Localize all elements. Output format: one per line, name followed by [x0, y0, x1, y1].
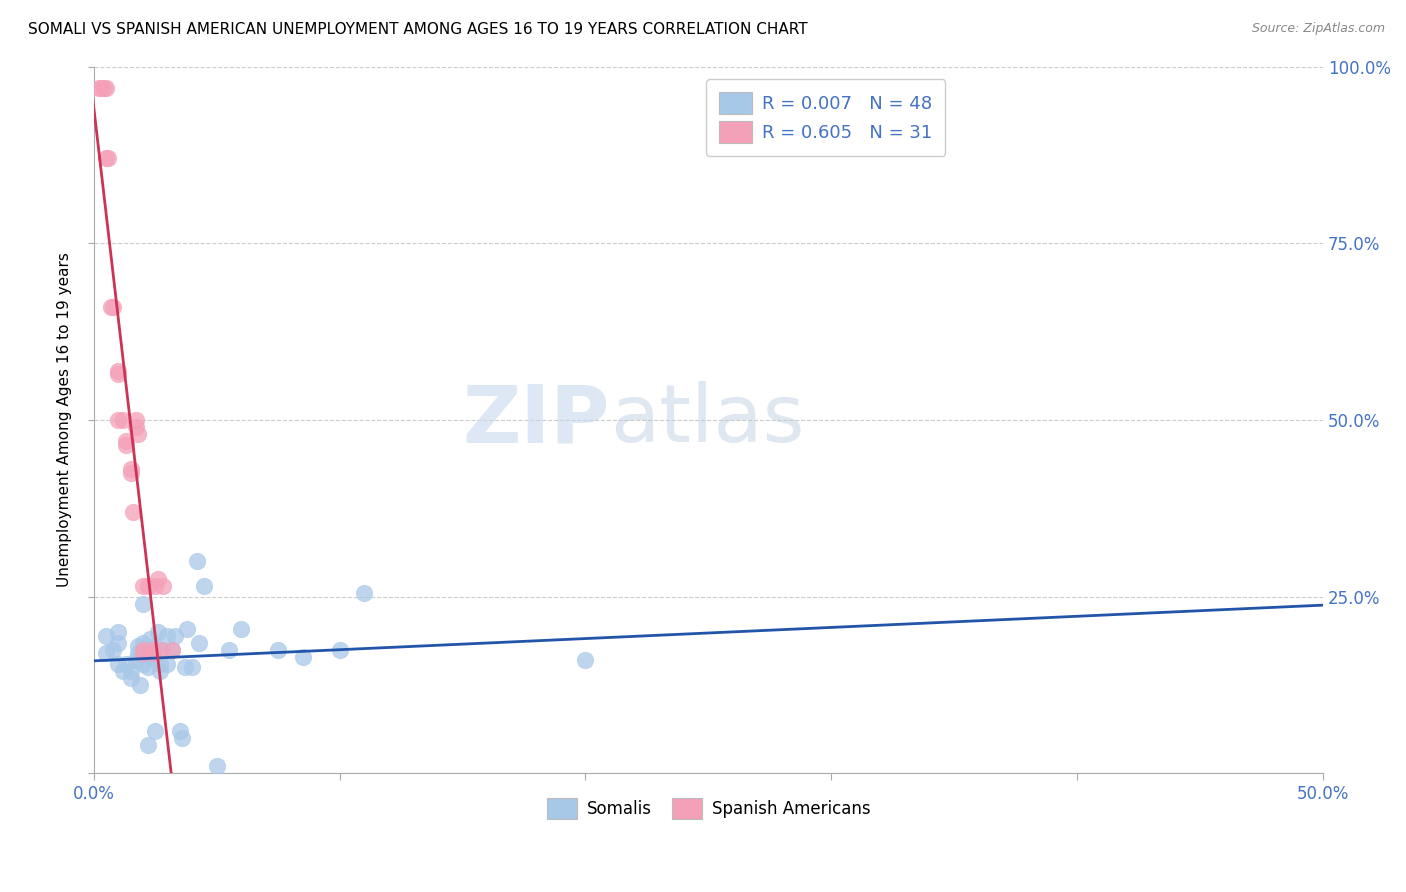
Point	[87, 80, 110, 95]
Point	[124, 653, 146, 667]
Point	[107, 625, 129, 640]
Point	[143, 724, 166, 739]
Point	[112, 664, 135, 678]
Point	[112, 413, 135, 427]
Point	[120, 671, 142, 685]
Point	[143, 639, 166, 653]
Point	[127, 639, 149, 653]
Point	[172, 731, 194, 745]
Point	[162, 642, 184, 657]
Point	[114, 657, 136, 671]
Point	[205, 759, 228, 773]
Point	[132, 646, 155, 660]
Point	[120, 664, 142, 678]
Y-axis label: Unemployment Among Ages 16 to 19 years: Unemployment Among Ages 16 to 19 years	[58, 252, 72, 588]
Point	[291, 649, 314, 664]
Legend: Somalis, Spanish Americans: Somalis, Spanish Americans	[540, 791, 877, 825]
Point	[176, 622, 198, 636]
Point	[152, 579, 174, 593]
Point	[218, 642, 240, 657]
Point	[132, 579, 155, 593]
Point	[127, 427, 149, 442]
Point	[574, 653, 596, 667]
Point	[136, 579, 159, 593]
Point	[188, 635, 211, 649]
Point	[169, 724, 191, 739]
Point	[173, 660, 195, 674]
Point	[156, 657, 179, 671]
Point	[132, 597, 155, 611]
Point	[94, 152, 117, 166]
Point	[231, 622, 253, 636]
Point	[186, 554, 208, 568]
Point	[329, 642, 352, 657]
Point	[93, 80, 115, 95]
Point	[90, 80, 112, 95]
Point	[132, 642, 155, 657]
Point	[163, 629, 186, 643]
Point	[107, 367, 129, 381]
Point	[120, 462, 142, 476]
Point	[353, 586, 375, 600]
Point	[139, 649, 162, 664]
Point	[107, 635, 129, 649]
Text: ZIP: ZIP	[463, 381, 610, 459]
Point	[120, 466, 142, 480]
Point	[122, 505, 145, 519]
Point	[124, 420, 146, 434]
Point	[132, 646, 155, 660]
Point	[94, 80, 117, 95]
Point	[107, 363, 129, 377]
Point	[181, 660, 204, 674]
Point	[142, 646, 165, 660]
Point	[146, 572, 169, 586]
Point	[100, 300, 122, 314]
Point	[149, 664, 172, 678]
Point	[129, 678, 152, 692]
Point	[132, 657, 155, 671]
Point	[193, 579, 215, 593]
Point	[136, 660, 159, 674]
Point	[156, 629, 179, 643]
Text: SOMALI VS SPANISH AMERICAN UNEMPLOYMENT AMONG AGES 16 TO 19 YEARS CORRELATION CH: SOMALI VS SPANISH AMERICAN UNEMPLOYMENT …	[28, 22, 807, 37]
Point	[149, 657, 172, 671]
Text: Source: ZipAtlas.com: Source: ZipAtlas.com	[1251, 22, 1385, 36]
Point	[103, 642, 125, 657]
Point	[97, 152, 120, 166]
Point	[107, 657, 129, 671]
Point	[136, 738, 159, 752]
Point	[114, 434, 136, 449]
Text: atlas: atlas	[610, 381, 804, 459]
Point	[132, 635, 155, 649]
Point	[152, 642, 174, 657]
Point	[143, 579, 166, 593]
Point	[107, 413, 129, 427]
Point	[149, 642, 172, 657]
Point	[162, 642, 184, 657]
Point	[139, 642, 162, 657]
Point	[103, 300, 125, 314]
Point	[114, 438, 136, 452]
Point	[146, 625, 169, 640]
Point	[139, 632, 162, 647]
Point	[94, 646, 117, 660]
Point	[124, 413, 146, 427]
Point	[94, 629, 117, 643]
Point	[267, 642, 290, 657]
Point	[127, 646, 149, 660]
